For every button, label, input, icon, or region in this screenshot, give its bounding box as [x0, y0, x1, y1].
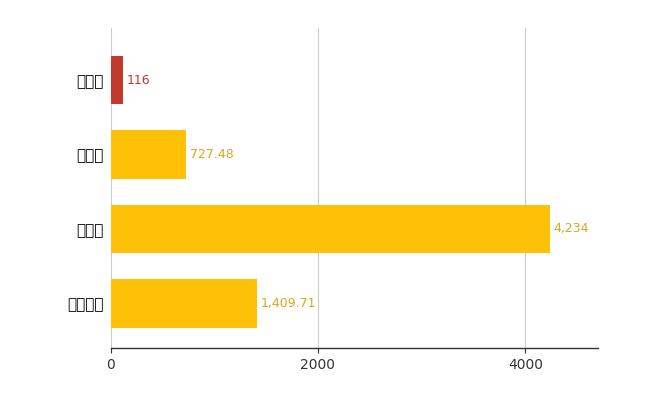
- Text: 1,409.71: 1,409.71: [261, 297, 317, 310]
- Bar: [111, 205, 550, 253]
- Bar: [111, 56, 123, 104]
- Text: 727.48: 727.48: [190, 148, 234, 161]
- Bar: [111, 130, 186, 179]
- Text: 116: 116: [127, 74, 150, 86]
- Bar: [111, 279, 257, 328]
- Text: 4,234: 4,234: [554, 222, 590, 236]
